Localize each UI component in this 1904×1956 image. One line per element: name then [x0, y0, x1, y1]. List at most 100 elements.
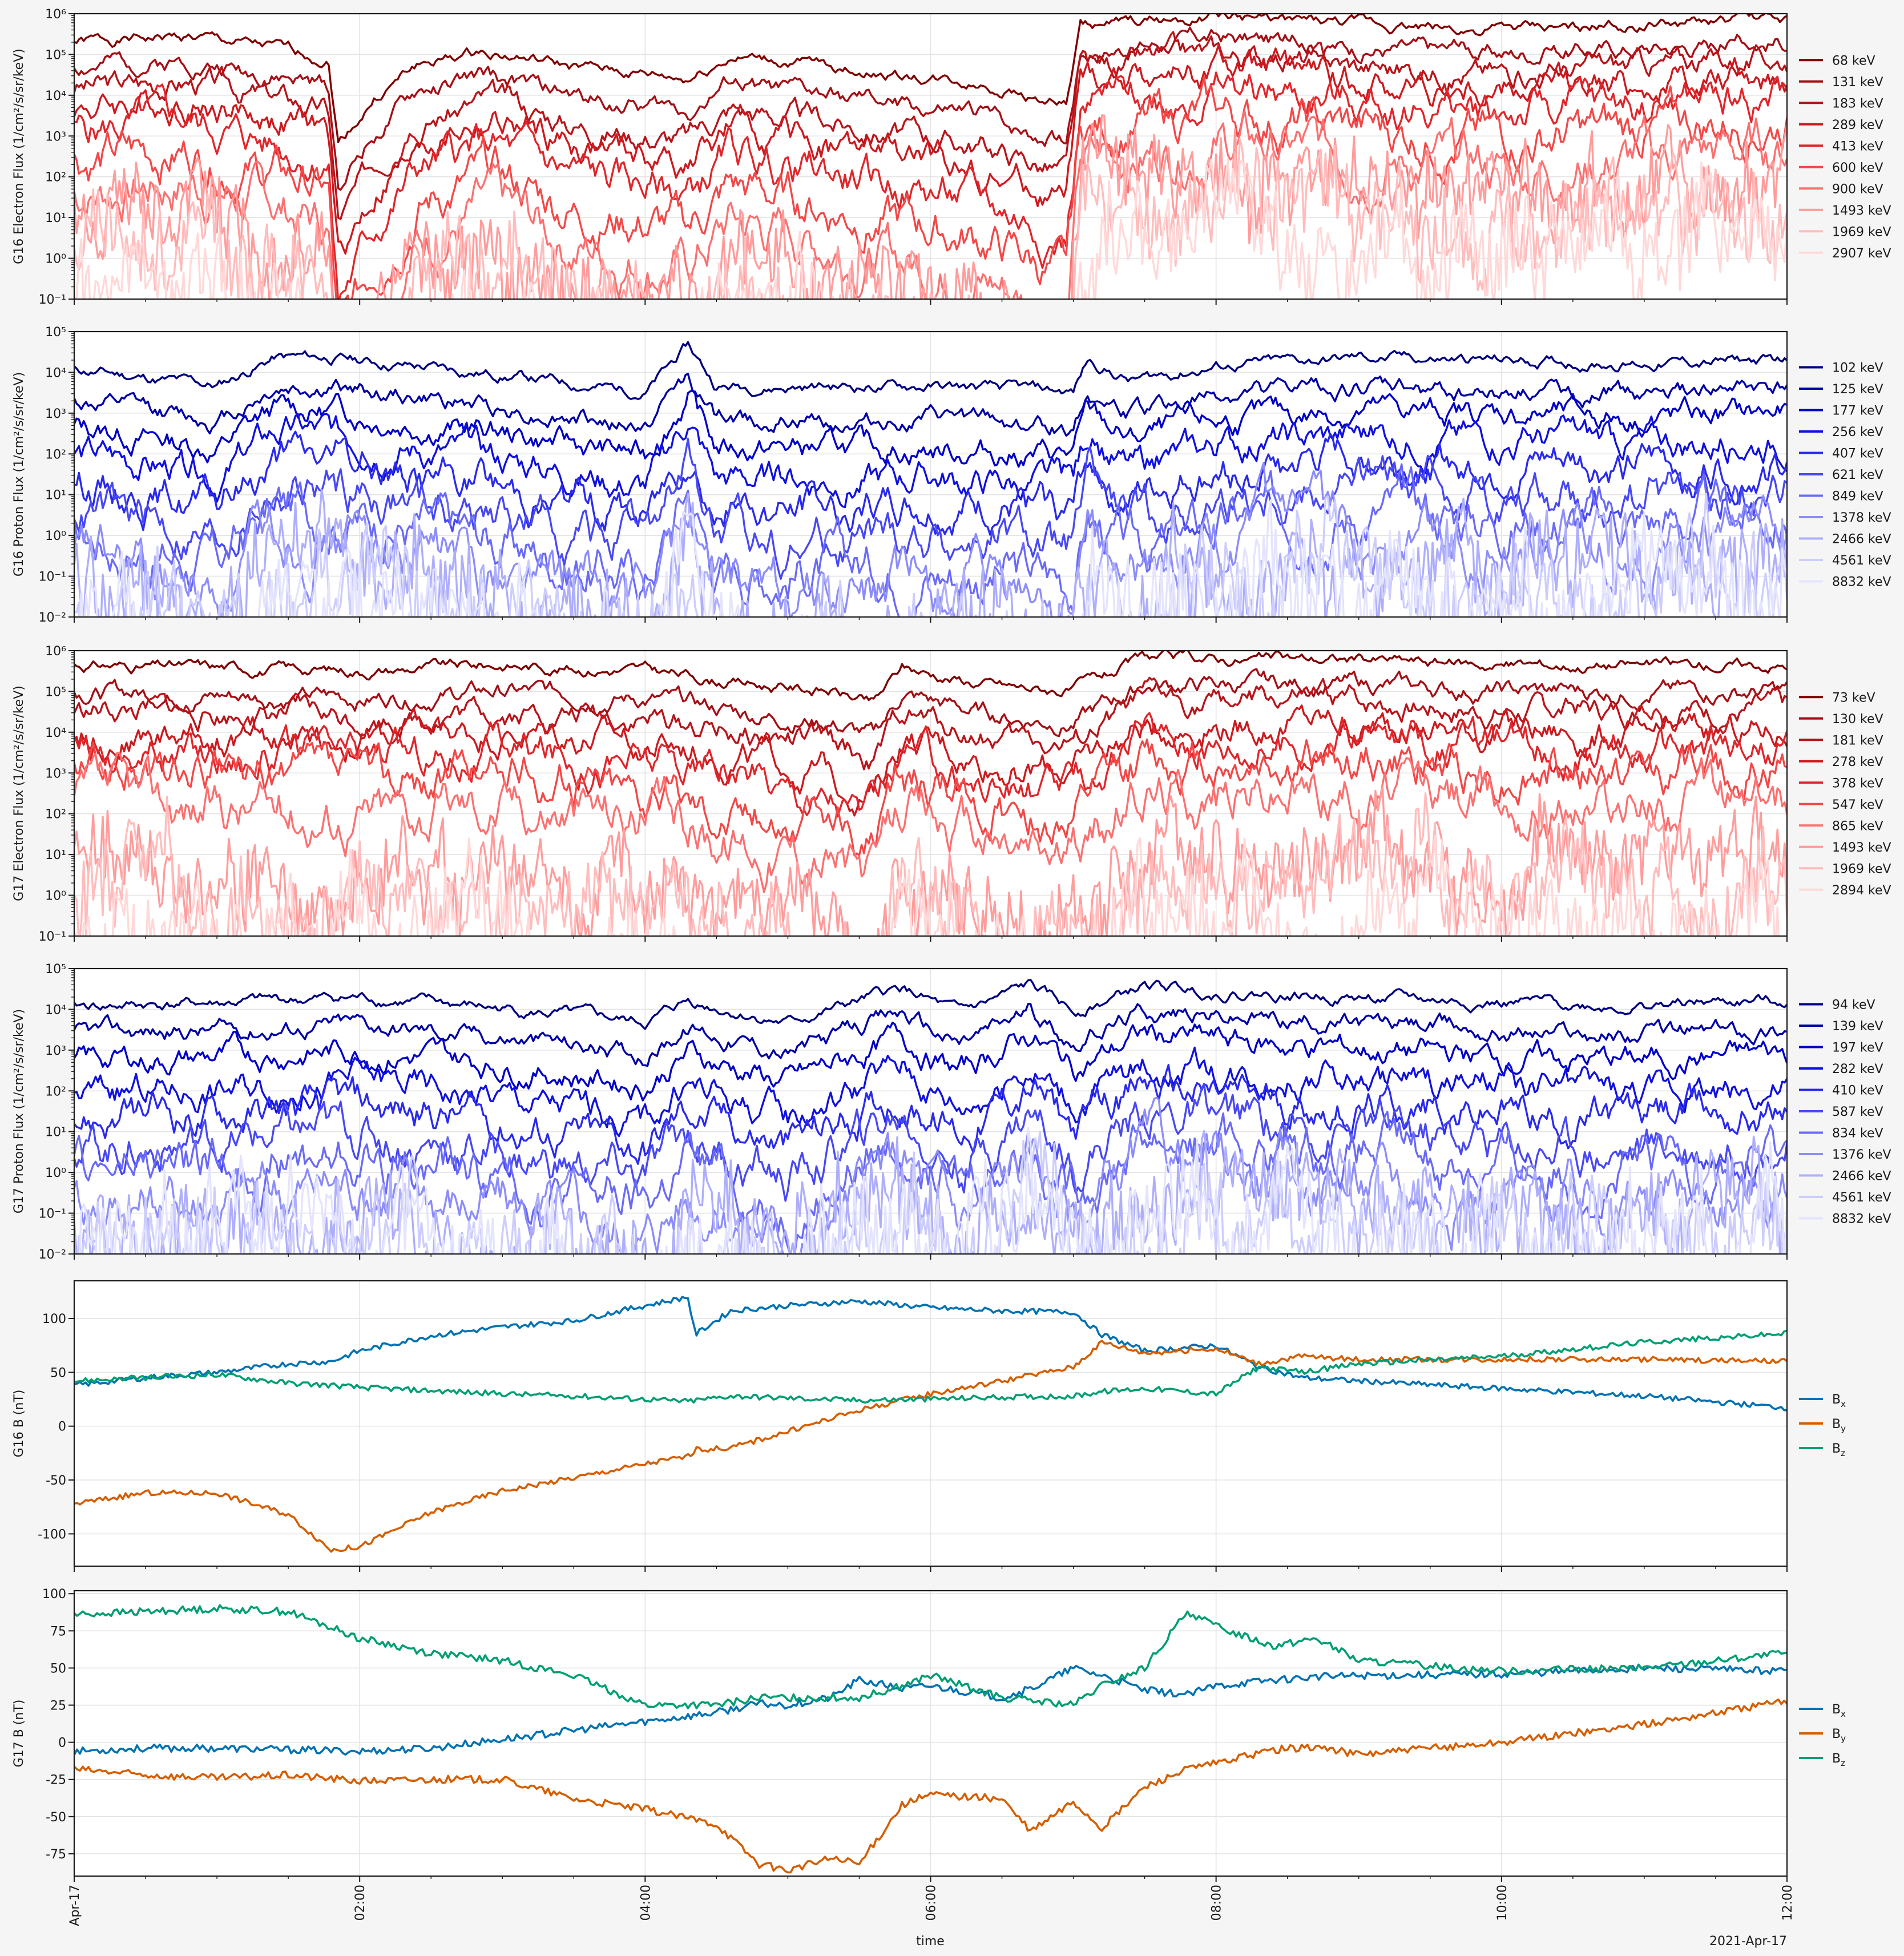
- legend-label: 621 keV: [1832, 468, 1883, 482]
- y-tick-label: -100: [38, 1527, 66, 1542]
- legend-label: 282 keV: [1832, 1062, 1883, 1076]
- series-line-2907-kev: [74, 158, 1787, 299]
- series-line-bz: [74, 1330, 1787, 1404]
- series-line-1969-kev: [74, 792, 1787, 936]
- legend-item: 1493 keV: [1799, 204, 1891, 218]
- series-line-289-kev: [74, 45, 1787, 255]
- legend-label-subscript: y: [1841, 1423, 1846, 1434]
- y-tick-label: 10⁶: [45, 7, 66, 22]
- y-tick-label: 10¹: [45, 211, 66, 225]
- legend-item: 900 keV: [1799, 182, 1883, 196]
- legend-item: 8832 keV: [1799, 1212, 1891, 1227]
- series-line-177-kev: [74, 389, 1787, 468]
- legend-label: 183 keV: [1832, 96, 1883, 111]
- legend-item: 289 keV: [1799, 118, 1883, 132]
- series-line-by: [74, 1698, 1787, 1874]
- x-tick-label: Apr-17: [68, 1885, 82, 1926]
- legend-item: 621 keV: [1799, 468, 1883, 482]
- legend-item: 4561 keV: [1799, 554, 1891, 568]
- y-tick-label: 10⁻¹: [39, 570, 66, 584]
- series-line-130-kev: [74, 668, 1787, 737]
- legend-item: 413 keV: [1799, 139, 1883, 154]
- legend-label: Bz: [1832, 1442, 1845, 1458]
- y-tick-label: 10¹: [45, 489, 66, 503]
- legend-item: 547 keV: [1799, 798, 1883, 812]
- legend-label: 131 keV: [1832, 75, 1883, 90]
- legend-label: 410 keV: [1832, 1084, 1883, 1098]
- legend-label: 547 keV: [1832, 798, 1883, 812]
- legend-label: 181 keV: [1832, 733, 1883, 748]
- legend-label: 1493 keV: [1832, 204, 1891, 218]
- series-line-407-kev: [74, 430, 1787, 536]
- legend-label: 865 keV: [1832, 819, 1883, 833]
- y-tick-label: 10¹: [45, 848, 66, 862]
- legend-item: 1969 keV: [1799, 862, 1891, 876]
- legend-label: Bz: [1832, 1752, 1845, 1768]
- x-axis: Apr-17 02:00 04:00 06:00 08:00 10:00 12:00: [68, 1885, 1795, 1926]
- legend-item: 130 keV: [1799, 712, 1883, 727]
- legend-label: 1969 keV: [1832, 862, 1891, 876]
- y-tick-label: 10³: [45, 767, 66, 781]
- y-axis-label: G17 Proton Flux (1/cm²/s/sr/keV): [12, 1009, 26, 1213]
- legend: 102 keV 125 keV 177 keV 256 keV 407 keV 621 k…: [1799, 361, 1891, 590]
- y-tick-label: 10⁶: [45, 644, 66, 659]
- series-lines: [74, 341, 1787, 617]
- series-line-849-kev: [74, 463, 1787, 617]
- legend-item: 865 keV: [1799, 819, 1883, 833]
- series-line-8832-kev: [78, 1127, 1787, 1254]
- legend-item: 94 keV: [1799, 998, 1875, 1013]
- legend-item: 256 keV: [1799, 425, 1883, 439]
- legend-item: 73 keV: [1799, 691, 1875, 705]
- y-tick-label: 10⁻²: [39, 611, 66, 625]
- y-tick-label: 10⁻¹: [39, 293, 66, 307]
- legend-item: 125 keV: [1799, 382, 1883, 397]
- legend-label: 600 keV: [1832, 161, 1883, 175]
- legend-item: 410 keV: [1799, 1084, 1883, 1098]
- x-tick-label: 08:00: [1210, 1885, 1224, 1921]
- legend-label: 68 keV: [1832, 54, 1875, 68]
- y-tick-label: 0: [58, 1420, 66, 1434]
- legend-label: Bx: [1832, 1703, 1846, 1719]
- legend-item: Bx: [1799, 1393, 1846, 1409]
- series-line-282-kev: [74, 1046, 1787, 1138]
- legend-label: 1493 keV: [1832, 841, 1891, 855]
- legend-label: 139 keV: [1832, 1019, 1883, 1034]
- legend-label: 407 keV: [1832, 447, 1883, 461]
- legend-item: Bz: [1799, 1752, 1845, 1768]
- series-lines: [74, 651, 1787, 936]
- y-tick-label: 50: [50, 1661, 66, 1676]
- y-tick-label: 75: [50, 1624, 66, 1639]
- x-tick-label: 06:00: [925, 1885, 939, 1921]
- legend-item: 2894 keV: [1799, 884, 1891, 898]
- series-line-131-kev: [74, 26, 1787, 191]
- y-axis-label: G16 B (nT): [12, 1390, 26, 1458]
- panel-6: -75 -50 -25 0 25 50 75 100 G17 B (nT) Bx By Bz: [12, 1587, 1846, 1882]
- legend-label: 4561 keV: [1832, 554, 1891, 568]
- series-line-139-kev: [74, 1003, 1787, 1067]
- legend-label: 289 keV: [1832, 118, 1883, 132]
- y-tick-label: -75: [46, 1848, 66, 1862]
- legend-item: 849 keV: [1799, 490, 1883, 504]
- series-lines: [74, 1604, 1787, 1874]
- legend-item: 177 keV: [1799, 404, 1883, 418]
- series-line-bz: [74, 1604, 1787, 1709]
- legend-label: 834 keV: [1832, 1127, 1883, 1141]
- legend-item: 131 keV: [1799, 75, 1883, 90]
- y-tick-label: 10⁵: [45, 685, 66, 699]
- legend-item: 1493 keV: [1799, 841, 1891, 855]
- y-tick-label: 50: [50, 1366, 66, 1380]
- y-tick-label: 25: [50, 1699, 66, 1713]
- legend-item: 68 keV: [1799, 54, 1875, 68]
- legend-item: Bz: [1799, 1442, 1845, 1458]
- legend-label: 94 keV: [1832, 998, 1875, 1013]
- panel-1: 10⁻¹ 10⁰ 10¹ 10² 10³ 10⁴ 10⁵ 10⁶ G16 Electron Fl…: [12, 7, 1891, 307]
- legend-label: 1376 keV: [1832, 1148, 1891, 1162]
- legend: 73 keV 130 keV 181 keV 278 keV 378 keV 547 ke…: [1799, 691, 1891, 898]
- legend-label: 125 keV: [1832, 382, 1883, 397]
- y-tick-label: 10²: [45, 808, 66, 822]
- y-tick-label: 10⁴: [45, 726, 66, 740]
- legend-label: 2907 keV: [1832, 247, 1891, 261]
- legend-label: 378 keV: [1832, 776, 1883, 791]
- series-line-8832-kev: [79, 499, 1787, 617]
